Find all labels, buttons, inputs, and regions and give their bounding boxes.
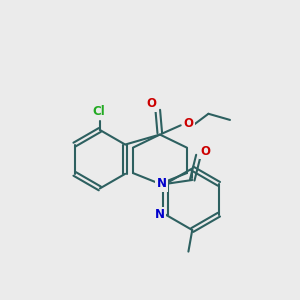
Text: O: O xyxy=(200,145,210,158)
Text: N: N xyxy=(157,177,166,190)
Text: N: N xyxy=(154,208,164,221)
Text: O: O xyxy=(183,117,194,130)
Text: O: O xyxy=(147,98,157,110)
Text: Cl: Cl xyxy=(92,105,105,118)
